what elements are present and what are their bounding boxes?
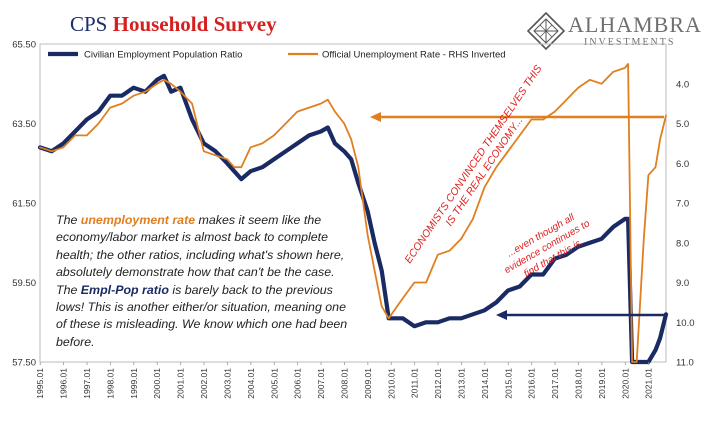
legend-label-employment: Civilian Employment Population Ratio bbox=[84, 50, 242, 61]
arrow-head-icon bbox=[496, 310, 507, 320]
x-tick-label: 2021.01 bbox=[644, 368, 654, 399]
x-tick-label: 2006.01 bbox=[293, 368, 303, 399]
left-axis-tick-label: 61.50 bbox=[12, 199, 36, 210]
right-axis-tick-label: 7.0 bbox=[676, 199, 689, 210]
x-tick-label: 2000.01 bbox=[152, 368, 162, 399]
legend-label-unemployment: Official Unemployment Rate - RHS Inverte… bbox=[322, 50, 506, 61]
annotation-main-line: IS THE REAL ECONOMY... bbox=[443, 115, 525, 229]
x-tick-label: 2018.01 bbox=[573, 368, 583, 399]
x-tick-label: 1997.01 bbox=[82, 368, 92, 399]
x-tick-label: 2009.01 bbox=[363, 368, 373, 399]
x-tick-label: 1999.01 bbox=[129, 368, 139, 399]
x-tick-label: 2017.01 bbox=[550, 368, 560, 399]
x-tick-label: 2007.01 bbox=[316, 368, 326, 399]
x-tick-label: 2019.01 bbox=[597, 368, 607, 399]
right-axis-tick-label: 8.0 bbox=[676, 238, 689, 249]
right-axis-tick-label: 11.0 bbox=[676, 358, 694, 369]
note-text-2: makes it seem like the economy/labor mar… bbox=[56, 213, 345, 297]
company-logo: ALHAMBRA INVESTMENTS bbox=[526, 8, 702, 54]
right-axis-tick-label: 6.0 bbox=[676, 159, 689, 170]
x-tick-label: 2015.01 bbox=[503, 368, 513, 399]
right-axis-tick-label: 9.0 bbox=[676, 278, 689, 289]
right-axis-tick-label: 5.0 bbox=[676, 119, 689, 130]
left-axis-tick-label: 65.50 bbox=[12, 40, 36, 51]
left-axis-tick-label: 57.50 bbox=[12, 358, 36, 369]
arrow-head-icon bbox=[370, 112, 381, 122]
series-layer bbox=[37, 63, 669, 365]
x-tick-label: 1998.01 bbox=[105, 368, 115, 399]
x-tick-label: 2005.01 bbox=[269, 368, 279, 399]
right-axis-tick-label: 10.0 bbox=[676, 318, 695, 329]
legend: Civilian Employment Population Ratio Offi… bbox=[48, 50, 506, 61]
x-tick-label: 2003.01 bbox=[222, 368, 232, 399]
x-tick-label: 2008.01 bbox=[339, 368, 349, 399]
x-tick-label: 2020.01 bbox=[620, 368, 630, 399]
note-highlight-emplpop: Empl-Pop ratio bbox=[80, 282, 169, 297]
title-main: Household Survey bbox=[112, 12, 277, 36]
left-axis-tick-label: 59.50 bbox=[12, 278, 36, 289]
x-tick-label: 2016.01 bbox=[527, 368, 537, 399]
right-axis-tick-label: 4.0 bbox=[676, 79, 689, 90]
note-text-3: is barely back to the previous lows! Thi… bbox=[56, 282, 348, 349]
plot-frame bbox=[39, 43, 667, 363]
x-tick-label: 2012.01 bbox=[433, 368, 443, 399]
x-tick-label: 1996.01 bbox=[59, 368, 69, 399]
note-text-1: The bbox=[56, 213, 81, 227]
x-tick-label: 2004.01 bbox=[246, 368, 256, 399]
logo-name: ALHAMBRA bbox=[568, 12, 702, 37]
series-line-unemployment bbox=[39, 63, 667, 363]
diamond-logo-icon bbox=[526, 11, 566, 51]
x-tick-label: 2013.01 bbox=[456, 368, 466, 399]
x-tick-label: 2001.01 bbox=[176, 368, 186, 399]
annotation-main-line: ECONOMISTS CONVINCED THEMSELVES THIS bbox=[402, 63, 544, 266]
note-highlight-unemployment: unemployment rate bbox=[80, 213, 196, 227]
plot-border bbox=[39, 43, 667, 363]
axes-layer: 57.50 59.50 61.50 63.50 65.50 4.0 5.0 6.0 7.0 8.0… bbox=[12, 40, 694, 399]
left-axis-tick-label: 63.50 bbox=[12, 119, 36, 130]
commentary-note: The unemployment rate makes it seem like… bbox=[56, 212, 356, 351]
x-tick-label: 2010.01 bbox=[386, 368, 396, 399]
chart-title: CPS Household Survey bbox=[70, 12, 277, 37]
x-tick-label: 1995.01 bbox=[35, 368, 45, 399]
x-tick-label: 2011.01 bbox=[410, 368, 420, 398]
x-tick-label: 2014.01 bbox=[480, 368, 490, 399]
logo-subtitle: INVESTMENTS bbox=[584, 37, 676, 48]
x-tick-label: 2002.01 bbox=[199, 368, 209, 399]
title-prefix: CPS bbox=[70, 12, 108, 36]
